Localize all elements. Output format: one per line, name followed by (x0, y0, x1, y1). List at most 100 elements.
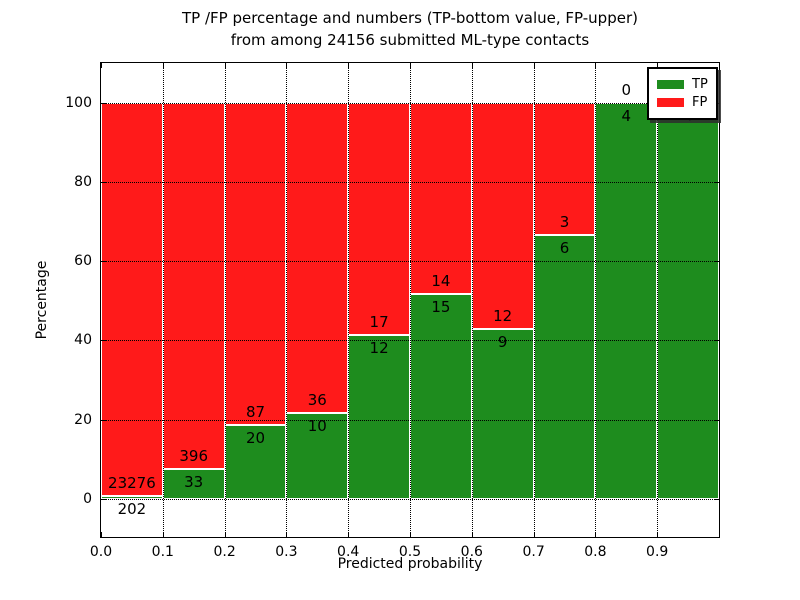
y-tick-mark (101, 419, 106, 421)
y-tick-label: 20 (74, 411, 92, 428)
bar-count-label-tp: 33 (184, 472, 204, 491)
bar-segment-tp (471, 329, 534, 499)
x-tick-mark (224, 63, 226, 68)
x-tick-mark (286, 532, 288, 537)
legend-swatch-tp (657, 80, 684, 89)
bar-count-label-tp: 12 (369, 338, 389, 357)
y-tick-mark (101, 499, 106, 500)
bar-segment-fp (224, 102, 287, 425)
y-tick-label: 80 (74, 173, 92, 190)
y-tick-label: 60 (74, 253, 92, 270)
legend-item: TP (657, 77, 708, 92)
x-tick-mark (224, 532, 226, 537)
y-tick-mark (714, 499, 719, 500)
y-tick-mark (101, 340, 106, 342)
chart-title: TP /FP percentage and numbers (TP-bottom… (100, 7, 720, 51)
x-tick-label: 0.7 (522, 544, 545, 560)
horizontal-gridline (101, 340, 719, 342)
horizontal-gridline (101, 419, 719, 421)
x-tick-mark (595, 63, 597, 68)
x-tick-mark (533, 532, 535, 537)
y-tick-mark (101, 261, 106, 263)
x-axis-label: Predicted probability (337, 556, 483, 572)
bar-segment-fp (410, 102, 472, 294)
vertical-gridline (286, 63, 288, 537)
x-tick-label: 0.9 (646, 544, 669, 560)
x-tick-mark (410, 532, 411, 537)
legend-label: TP (692, 77, 708, 92)
vertical-gridline (162, 63, 164, 537)
bar-segment-tp (410, 293, 472, 499)
y-axis-label: Percentage (34, 260, 50, 340)
x-tick-mark (533, 63, 535, 68)
plot-area: 232762023963387203610171214151293604040.… (65, 62, 720, 560)
x-tick-mark (101, 63, 102, 68)
bar-count-label-fp: 0 (621, 80, 632, 99)
bar-segment-tp (286, 412, 349, 499)
bar-count-label-fp: 36 (307, 390, 327, 409)
bar-segment-fp (471, 102, 534, 330)
title-line-2: from among 24156 submitted ML-type conta… (230, 31, 590, 49)
bar-count-label-tp: 202 (117, 499, 147, 518)
x-tick-label: 0.0 (89, 544, 113, 560)
vertical-gridline (348, 63, 350, 537)
x-tick-mark (471, 532, 473, 537)
x-tick-mark (657, 532, 659, 537)
x-tick-mark (348, 532, 350, 537)
horizontal-gridline (101, 499, 719, 500)
vertical-gridline (595, 63, 597, 537)
x-tick-mark (101, 532, 102, 537)
x-tick-label: 0.5 (398, 544, 422, 560)
vertical-gridline (657, 63, 659, 537)
x-tick-label: 0.4 (337, 544, 360, 560)
y-tick-mark (714, 261, 719, 263)
horizontal-gridline (101, 181, 719, 183)
y-tick-label: 40 (74, 332, 92, 349)
x-tick-mark (286, 63, 288, 68)
legend-swatch-fp (657, 98, 684, 107)
y-tick-mark (714, 419, 719, 421)
y-tick-label: 0 (83, 491, 92, 507)
x-tick-label: 0.1 (151, 544, 174, 560)
title-line-1: TP /FP percentage and numbers (TP-bottom… (182, 9, 638, 27)
x-tick-mark (162, 532, 164, 537)
x-tick-label: 0.2 (213, 544, 236, 560)
x-tick-label: 0.8 (584, 544, 607, 560)
y-tick-mark (714, 340, 719, 342)
bar-segment-tp (162, 468, 225, 499)
y-tick-mark (714, 181, 719, 183)
bar-count-label-tp: 4 (621, 106, 632, 125)
bar-count-label-fp: 3 (559, 212, 570, 231)
bar-count-label-fp: 12 (493, 307, 513, 326)
vertical-gridline (224, 63, 226, 537)
bar-count-label-fp: 14 (431, 271, 451, 290)
bar-count-label-fp: 396 (179, 446, 209, 465)
legend-item: FP (657, 95, 708, 110)
bar-count-label-tp: 9 (497, 333, 508, 352)
legend-label: FP (692, 95, 708, 110)
horizontal-gridline (101, 102, 719, 104)
bar-count-label-fp: 87 (245, 402, 266, 421)
bar-segment-tp (657, 102, 719, 499)
bar-count-label-fp: 17 (369, 312, 389, 331)
y-tick-label: 100 (65, 94, 92, 111)
bar-segment-fp (162, 102, 225, 469)
horizontal-gridline (101, 261, 719, 263)
x-tick-mark (348, 63, 350, 68)
x-tick-mark (410, 63, 411, 68)
legend: TP FP (647, 67, 718, 120)
bar-segment-fp (533, 102, 596, 235)
x-tick-mark (657, 63, 659, 68)
vertical-gridline (471, 63, 473, 537)
vertical-gridline (533, 63, 535, 537)
x-tick-mark (471, 63, 473, 68)
bar-segment-fp (286, 102, 349, 413)
x-tick-mark (162, 63, 164, 68)
vertical-gridline (410, 63, 411, 537)
bar-count-label-tp: 10 (307, 416, 327, 435)
x-tick-label: 0.3 (275, 544, 298, 560)
bar-segment-fp (101, 102, 163, 496)
bar-count-label-tp: 15 (431, 297, 451, 316)
bar-count-label-tp: 20 (245, 428, 266, 447)
bar-segment-tp (595, 102, 658, 499)
